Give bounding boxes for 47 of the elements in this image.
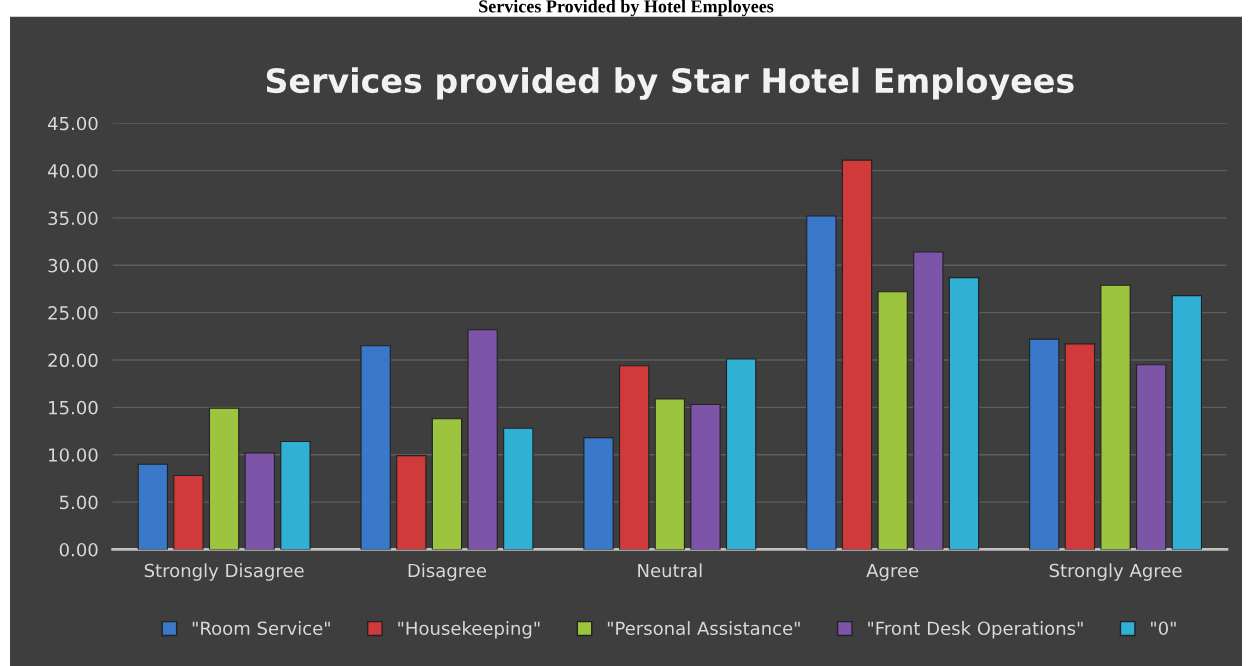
- bar: [137, 463, 168, 550]
- bar: [1100, 284, 1131, 550]
- bar: [913, 251, 944, 550]
- bar: [583, 437, 614, 550]
- y-tick-label: 10.00: [49, 448, 98, 462]
- bar: [841, 159, 873, 550]
- y-tick-label: 30.00: [48, 258, 98, 273]
- x-tick-label: Neutral: [638, 563, 702, 578]
- x-tick-label: Strongly Disagree: [144, 563, 304, 581]
- bar: [725, 358, 757, 550]
- y-tick-label: 45.00: [47, 116, 98, 131]
- legend-label: "Room Service": [192, 621, 330, 636]
- text: Services Provided by Hotel Employees: [479, 0, 774, 17]
- bar: [396, 455, 427, 550]
- bar: [173, 475, 204, 550]
- y-tick-label: 5.00: [59, 495, 98, 510]
- y-tick-label: 20.00: [48, 353, 98, 368]
- y-tick-label: 0.00: [59, 542, 98, 557]
- bar: [1064, 343, 1096, 550]
- bar: [244, 452, 275, 550]
- bar: [1029, 338, 1060, 550]
- legend-label: "Front Desk Operations": [868, 621, 1083, 639]
- bar: [690, 403, 721, 550]
- x-tick-label: Strongly Agree: [1049, 563, 1182, 581]
- bar: [467, 329, 498, 550]
- bar: [431, 418, 463, 550]
- bar: [503, 427, 534, 550]
- legend-label: "0": [1151, 621, 1176, 636]
- bar: [948, 277, 980, 550]
- y-tick-label: 25.00: [48, 306, 98, 320]
- bar: [877, 291, 908, 550]
- bar: [618, 365, 650, 550]
- bar: [280, 440, 311, 550]
- chart-title: Services provided by Star Hotel Employees: [266, 67, 1074, 100]
- bar: [360, 345, 391, 550]
- bar: [806, 215, 837, 550]
- bar: [1171, 295, 1203, 550]
- y-tick-label: 40.00: [47, 164, 98, 178]
- bar: [1136, 364, 1167, 550]
- y-tick-label: 15.00: [49, 400, 98, 415]
- x-tick-label: Agree: [866, 563, 919, 581]
- x-tick-label: Disagree: [408, 563, 487, 581]
- legend-label: "Personal Assistance": [607, 621, 800, 636]
- legend-label: "Housekeeping": [398, 621, 540, 639]
- bar: [208, 407, 240, 550]
- y-tick-label: 35.00: [48, 211, 98, 226]
- bar: [654, 398, 685, 550]
